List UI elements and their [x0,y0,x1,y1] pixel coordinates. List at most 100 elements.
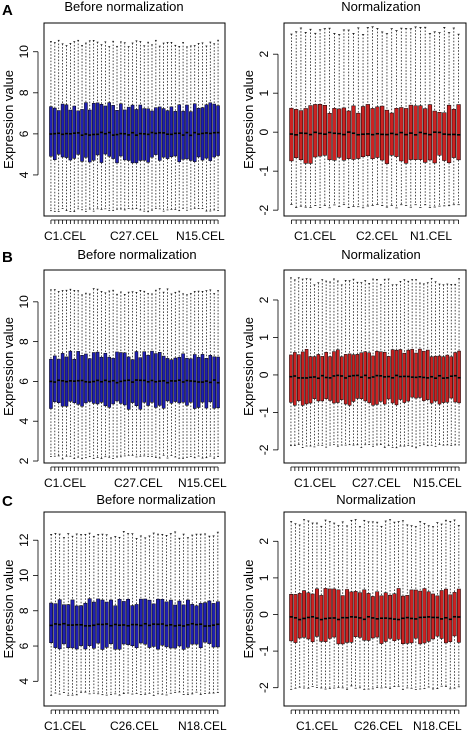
box-item [396,521,401,687]
box-item [303,31,308,208]
box-body [212,103,216,158]
box-body [87,598,92,646]
x-category-label: C26.CEL [110,719,159,733]
box-body [297,593,302,639]
box-body [200,354,205,403]
box-item [126,533,131,694]
box-item [435,522,440,689]
box-item [323,519,328,690]
box-body [160,598,165,646]
y-tick-label: 1 [257,90,271,97]
box-body [157,106,162,161]
box-item [181,533,186,695]
box-item [289,33,294,205]
box-body [370,108,375,160]
box-body [126,106,131,161]
box-body [390,349,395,404]
plot-frame [283,269,467,464]
box-item [154,39,158,209]
box-item [211,535,216,694]
box-item [150,293,154,457]
box-body [322,105,327,156]
x-category-label: C1.CEL [44,719,86,733]
box-body [382,351,387,405]
box-body [358,592,362,638]
box-item [437,32,442,207]
box-item [317,29,323,208]
box-body [130,359,135,403]
x-category-label: C1.CEL [294,229,336,243]
box-item [359,282,364,448]
box-item [296,277,301,445]
box-body [95,351,100,405]
box-item [215,531,220,693]
box-item [375,279,379,446]
box-item [300,278,305,448]
box-item [121,531,126,694]
box-body [437,355,442,405]
box-item [151,532,156,696]
box-body [84,353,88,404]
box-item [356,27,361,208]
box-item [413,526,418,690]
box-item [109,537,113,695]
box-item [91,288,96,459]
box-body [422,350,426,401]
box-item [399,27,404,206]
box-item [414,279,418,449]
box-body [392,593,397,641]
box-item [375,521,380,688]
y-tick-label: 2 [257,538,271,545]
box-body [429,356,434,404]
box-item [169,293,174,456]
y-tick-label: 4 [17,418,31,425]
box-item [445,283,450,446]
box-item [126,291,131,456]
box-body [394,349,399,406]
box-item [79,534,83,693]
box-item [49,534,54,696]
box-body [119,352,123,404]
box-item [57,533,62,695]
box-item [177,537,182,693]
box-body [413,105,418,160]
box-item [289,277,293,447]
box-body [451,108,456,158]
box-item [341,29,347,206]
box-body [109,599,113,645]
box-item [115,293,119,458]
box-body [115,110,119,164]
box-body [398,349,403,400]
chart-title: Normalization [336,492,415,507]
box-item [327,27,332,209]
box-item [56,291,61,457]
box-item [327,521,332,690]
box-body [186,599,190,648]
x-category-label: C27.CEL [114,476,163,490]
box-item [423,26,428,206]
box-item [308,278,313,447]
box-item [173,291,178,458]
y-axis-label: Expression value [1,560,16,659]
box-body [91,352,96,404]
box-body [161,355,166,409]
box-item [123,294,127,457]
y-tick-label: 4 [17,171,31,178]
x-category-label: C1.CEL [44,229,86,243]
box-item [91,39,96,212]
panel-letter: B [2,249,13,266]
box-body [68,109,73,161]
box-item [379,284,383,445]
plot-frame [283,22,467,217]
box-body [126,599,131,645]
box-item [76,290,80,458]
box-body [68,350,73,402]
box-body [119,103,123,157]
box-item [96,534,101,695]
box-body [427,104,433,161]
box-body [150,110,154,158]
box-item [53,289,57,457]
box-body [294,109,299,158]
box-item [196,43,201,209]
